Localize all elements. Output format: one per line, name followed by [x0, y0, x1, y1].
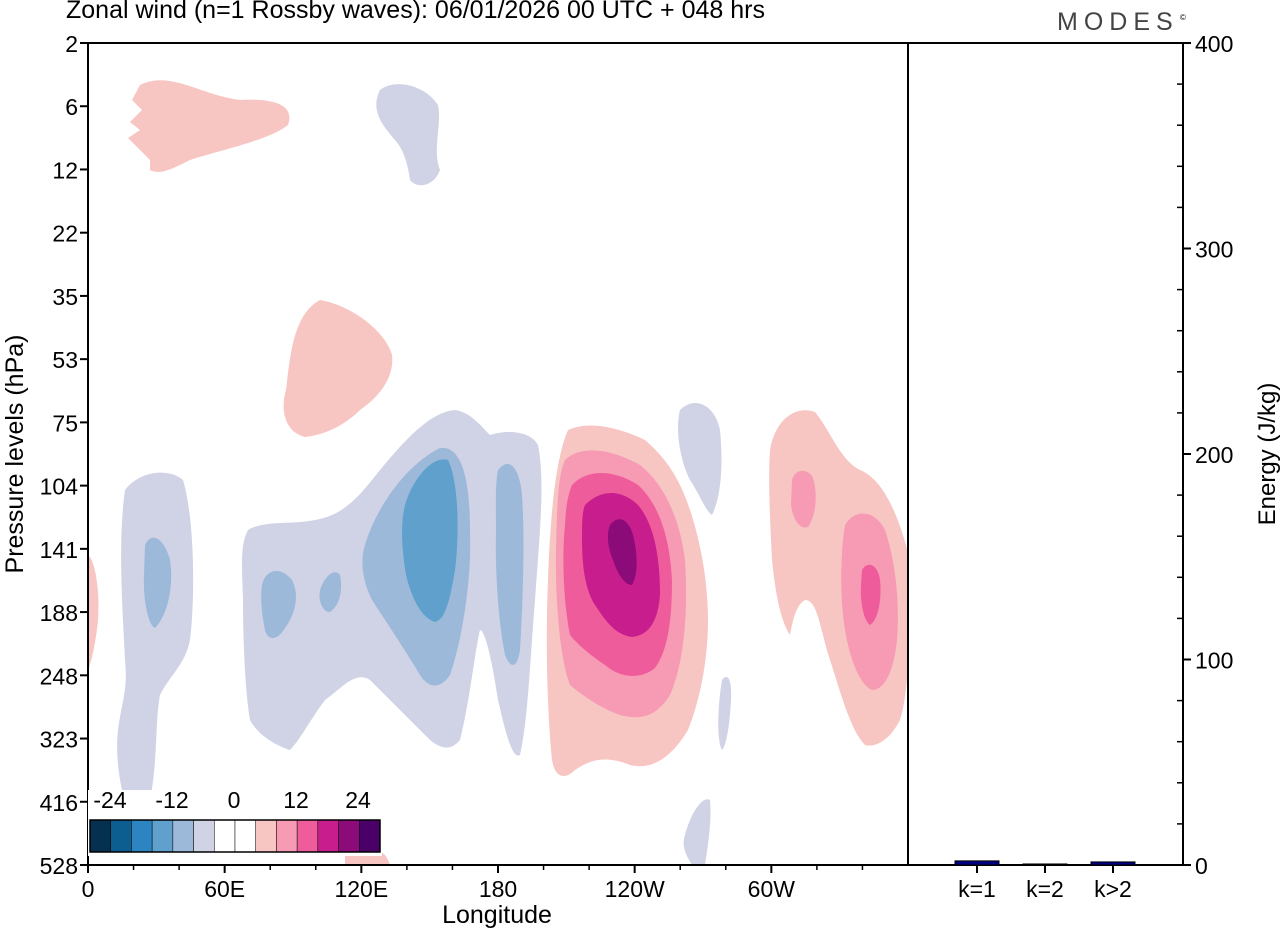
contour-pos-12-right	[860, 564, 881, 625]
energy-axis-label: Energy (J/kg)	[1254, 383, 1280, 526]
y-tick-label: 75	[52, 410, 78, 436]
x-tick-label: 120E	[334, 876, 388, 902]
contour-field	[88, 80, 908, 865]
energy-bar	[954, 860, 1000, 866]
y-tick-label: 528	[40, 853, 78, 879]
y-tick-label: 188	[40, 600, 78, 626]
chart-title: Zonal wind (n=1 Rossby waves): 06/01/202…	[66, 0, 765, 24]
y-tick-label: 22	[52, 221, 78, 247]
y-tick-label: 2	[65, 31, 78, 57]
contour-pos-mid-left	[283, 300, 393, 437]
y-axis: 2 6 12 22 35 53 75 104 141 188 248 323 416 528	[40, 31, 88, 879]
colorbar-swatch	[338, 819, 360, 853]
energy-bar-label: k=1	[958, 876, 996, 902]
colorbar: -24 -12 0 12 24	[88, 787, 382, 856]
energy-bar	[1090, 861, 1136, 866]
colorbar-label: 24	[345, 787, 371, 813]
colorbar-swatch	[276, 819, 298, 853]
y-tick-label: 323	[40, 727, 78, 753]
x-axis-label: Longitude	[442, 901, 552, 929]
y-tick-label: 6	[65, 94, 78, 120]
contour-pos-upper-left	[128, 80, 290, 172]
energy-tick-label: 100	[1195, 648, 1233, 674]
contour-pos-8-right-small	[791, 470, 816, 528]
logo-registered-mark: ©	[1180, 13, 1186, 22]
y-tick-label: 416	[40, 790, 78, 816]
y-tick-label: 12	[52, 157, 78, 183]
x-tick-label: 120W	[605, 876, 665, 902]
contour-pos-4-edge-left	[88, 555, 99, 670]
contour-neg-8-e	[319, 572, 342, 612]
energy-tick-label: 300	[1195, 237, 1233, 263]
colorbar-swatch	[131, 819, 153, 853]
colorbar-label: -24	[93, 787, 126, 813]
modes-logo: MODES	[1057, 8, 1179, 36]
colorbar-label: -12	[155, 787, 188, 813]
contour-neg-small-right	[678, 402, 722, 515]
colorbar-swatch	[110, 819, 132, 853]
colorbar-swatch	[172, 819, 194, 853]
energy-bar	[1022, 863, 1068, 866]
y-axis-label: Pressure levels (hPa)	[1, 335, 29, 574]
colorbar-swatch	[255, 819, 277, 853]
contour-neg-12	[402, 459, 458, 622]
x-axis: 0 60E 120E 180 120W 60W	[82, 865, 864, 902]
y-tick-label: 53	[52, 347, 78, 373]
y-tick-label: 248	[40, 663, 78, 689]
energy-tick-label: 200	[1195, 442, 1233, 468]
contour-neg-upper	[376, 84, 440, 186]
contour-pos-20-center	[607, 519, 637, 585]
colorbar-swatch	[296, 819, 319, 853]
colorbar-swatch	[193, 819, 215, 853]
y-tick-label: 141	[40, 537, 78, 563]
contour-neg-bottom	[683, 799, 711, 865]
energy-bar-label: k=2	[1026, 876, 1064, 902]
colorbar-swatch	[89, 819, 111, 853]
colorbar-swatch	[317, 819, 339, 853]
colorbar-label: 12	[283, 787, 309, 813]
contour-neg-8-d	[261, 570, 296, 639]
colorbar-swatch	[234, 819, 256, 853]
colorbar-swatch	[359, 819, 381, 853]
contour-neg-8-b	[495, 464, 524, 665]
contour-neg-8-c	[143, 537, 172, 628]
energy-bar-label: k>2	[1094, 876, 1132, 902]
colorbar-swatch	[151, 819, 174, 853]
energy-tick-label: 400	[1195, 31, 1233, 57]
y-tick-label: 35	[52, 284, 78, 310]
x-tick-label: 60W	[748, 876, 796, 902]
energy-tick-label: 0	[1195, 853, 1208, 879]
y-tick-label: 104	[40, 474, 79, 500]
x-tick-label: 60E	[204, 876, 245, 902]
x-tick-label: 0	[82, 876, 95, 902]
x-tick-label: 180	[479, 876, 517, 902]
colorbar-frame	[89, 819, 381, 853]
contour-neg-left	[117, 472, 194, 820]
contour-neg-sliver	[718, 676, 732, 750]
energy-bars: k=1 k=2 k>2	[954, 860, 1136, 902]
energy-axis: 0 100 200 300 400	[1177, 31, 1233, 879]
colorbar-swatch	[214, 819, 236, 853]
colorbar-label: 0	[228, 787, 241, 813]
